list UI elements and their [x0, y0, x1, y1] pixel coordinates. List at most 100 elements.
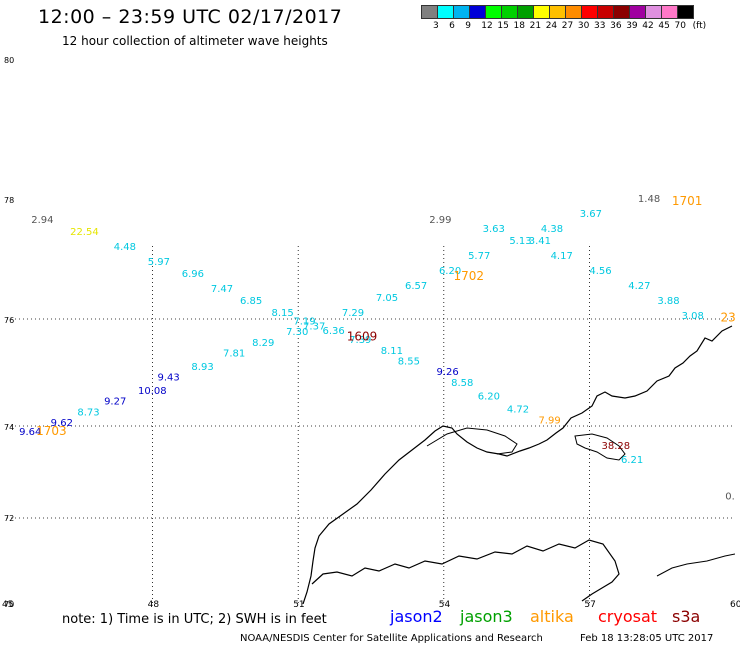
- credit-text: NOAA/NESDIS Center for Satellite Applica…: [240, 633, 543, 644]
- wave-height-label: 7.19: [293, 316, 315, 327]
- colorbar-swatch: [597, 5, 614, 19]
- longitude-label: 45: [2, 600, 14, 610]
- wave-height-label: 6.85: [240, 296, 262, 307]
- wave-height-label: 7.99: [538, 415, 560, 426]
- map: 2.9422.544.485.976.967.476.858.157.197.3…: [7, 194, 735, 604]
- wave-height-label: 6.96: [182, 269, 204, 280]
- wave-height-label: 9.43: [157, 373, 179, 384]
- colorbar-tick-label: 15: [497, 21, 509, 31]
- wave-height-label: 8.93: [191, 362, 213, 373]
- pass-time-label: 1701: [672, 194, 703, 208]
- wave-height-label: 8.73: [77, 407, 99, 418]
- colorbar-tick-label: 21: [529, 21, 542, 31]
- page-subtitle: 12 hour collection of altimeter wave hei…: [62, 34, 328, 48]
- wave-height-label: 7.30: [286, 327, 308, 338]
- satellite-legend-item: jason3: [460, 607, 513, 626]
- bay-outline: [426, 427, 518, 455]
- wave-height-label: 6.21: [621, 455, 643, 466]
- colorbar-swatch: [629, 5, 646, 19]
- colorbar-tick-label: 9: [465, 21, 471, 31]
- pass-time-label: 1609: [347, 329, 378, 343]
- latitude-label: 76: [4, 316, 15, 325]
- wave-height-label: 6.20: [478, 391, 500, 402]
- colorbar-tick-label: 6: [449, 21, 455, 31]
- wave-height-label: 3.67: [580, 209, 602, 220]
- timestamp-text: Feb 18 13:28:05 UTC 2017: [580, 633, 714, 644]
- satellite-legend-item: s3a: [672, 607, 701, 626]
- wave-height-label: 8.15: [272, 308, 294, 319]
- wave-height-label: 3.63: [483, 224, 505, 235]
- wave-height-label: 4.72: [507, 405, 529, 416]
- wave-height-label: 1.48: [638, 194, 660, 205]
- colorbar-swatch: [533, 5, 550, 19]
- wave-height-label: 8.29: [252, 338, 274, 349]
- wave-height-label: 5.13: [509, 236, 531, 247]
- wave-height-label: 9.26: [437, 367, 459, 378]
- colorbar-tick-label: 33: [594, 21, 606, 31]
- wave-height-labels: 2.9422.544.485.976.967.476.858.157.197.3…: [19, 194, 735, 503]
- page-title: 12:00 – 23:59 UTC 02/17/2017: [38, 6, 343, 28]
- wave-height-label: 4.48: [114, 242, 136, 253]
- wave-height-label: 6.20: [439, 266, 461, 277]
- wave-height-label: 6.57: [405, 281, 427, 292]
- colorbar-swatch: [645, 5, 662, 19]
- wave-height-label: 7.37: [303, 322, 325, 333]
- colorbar-swatch: [469, 5, 486, 19]
- satellite-legend-item: cryosat: [598, 607, 658, 626]
- wave-height-label: 4.56: [589, 266, 611, 277]
- colorbar-swatch: [437, 5, 454, 19]
- wave-height-label: 22.54: [70, 227, 99, 238]
- colorbar-swatch: [677, 5, 694, 19]
- island-east: [574, 433, 626, 461]
- colorbar-tick-label: 70: [674, 21, 686, 31]
- wave-height-label: 8.58: [451, 378, 473, 389]
- colorbar-swatch: [549, 5, 566, 19]
- coastline-south: [311, 539, 620, 602]
- wave-height-label: 2.94: [31, 215, 53, 226]
- colorbar-tick-label: 45: [658, 21, 670, 31]
- wave-height-label: 7.47: [211, 284, 233, 295]
- colorbar-tick-label: 18: [513, 21, 525, 31]
- colorbar-swatch: [421, 5, 438, 19]
- colorbar-tick-label: 30: [577, 21, 590, 31]
- colorbar-unit: (ft): [692, 21, 707, 31]
- wave-height-label: 3.08: [682, 311, 704, 322]
- pass-time-label: 1702: [454, 269, 485, 283]
- wave-height-label: 7.29: [342, 308, 364, 319]
- colorbar-swatch: [501, 5, 518, 19]
- wave-height-label: 7.05: [376, 293, 398, 304]
- colorbar-swatch: [661, 5, 678, 19]
- wave-height-label: 7.39: [349, 335, 371, 346]
- colorbar-tick-label: 39: [626, 21, 638, 31]
- colorbar-tick-label: 42: [642, 21, 654, 31]
- colorbar-swatch: [613, 5, 630, 19]
- colorbar-tick-label: 12: [481, 21, 493, 31]
- colorbar-tick-label: 27: [561, 21, 574, 31]
- note-text: note: 1) Time is in UTC; 2) SWH is in fe…: [62, 612, 327, 627]
- latitude-label: 74: [4, 423, 15, 432]
- longitude-label: 57: [584, 600, 596, 610]
- colorbar-swatch: [485, 5, 502, 19]
- colorbar-tick-label: 36: [610, 21, 622, 31]
- pass-time-label: 23: [720, 311, 735, 325]
- wave-height-label: 4.17: [551, 251, 573, 262]
- wave-height-label: 9.27: [104, 397, 126, 408]
- coastline-north: [302, 325, 733, 604]
- colorbar-tick-label: 3: [433, 21, 439, 31]
- latitude-label: 72: [4, 514, 15, 523]
- wave-height-label: 3.41: [529, 236, 551, 247]
- wave-height-label: 5.77: [468, 251, 490, 262]
- colorbar-swatch: [581, 5, 598, 19]
- wave-height-label: 0.59: [725, 492, 735, 503]
- latitude-label: 78: [4, 196, 15, 205]
- colorbar: [421, 5, 694, 19]
- latitude-label: 70: [4, 600, 15, 609]
- island-south: [656, 553, 735, 577]
- longitude-label: 54: [438, 600, 451, 610]
- wave-height-label: 8.11: [381, 346, 403, 357]
- wave-height-label: 38.28: [602, 441, 631, 452]
- wave-height-label: 8.55: [398, 356, 420, 367]
- wave-height-label: 6.36: [322, 326, 344, 337]
- wave-height-label: 5.97: [148, 257, 170, 268]
- pass-time-label: 1703: [36, 424, 67, 438]
